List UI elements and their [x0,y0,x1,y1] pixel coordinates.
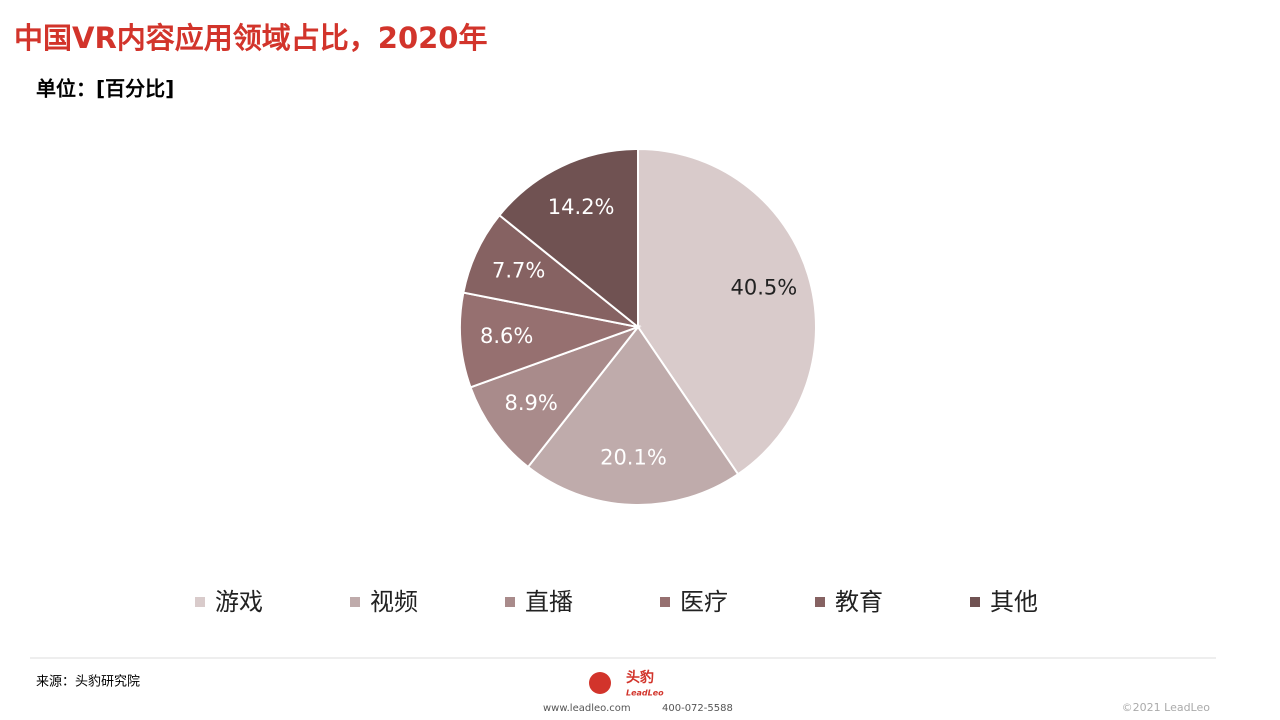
legend-swatch [195,597,205,607]
logo-text: 头豹 [626,669,654,686]
value-label: 20.1% [600,446,667,470]
legend-label: 游戏 [215,588,263,616]
pie-slice [498,147,639,330]
value-label: 7.7% [492,258,545,282]
value-label: 8.6% [480,324,533,348]
legend-label: 医疗 [680,588,728,616]
pie-slice [469,324,641,469]
chart-subtitle: 单位：[百分比] [36,77,174,101]
legend-label: 视频 [370,588,418,616]
legend-swatch [350,597,360,607]
legend-swatch [660,597,670,607]
pie-slice [637,147,817,476]
value-label: 40.5% [731,275,798,299]
chart-title: 中国VR内容应用领域占比，2020年 [14,21,488,55]
legend-swatch [505,597,515,607]
pie-slice [526,325,740,506]
legend-swatch [815,597,825,607]
legend-swatch [970,597,980,607]
logo-sub: LeadLeo [626,689,664,698]
legend-label: 其他 [990,588,1038,616]
source: 来源：头豹研究院 [36,675,140,690]
pie-slice [459,291,642,389]
legend-label: 教育 [835,588,883,616]
value-label: 14.2% [548,195,615,219]
copyright: ©2021 LeadLeo [1122,701,1211,714]
website: www.leadleo.com [543,703,631,714]
phone: 400-072-5588 [662,703,733,714]
value-label: 8.9% [505,391,558,415]
legend-label: 直播 [525,588,573,616]
logo-icon [589,672,611,694]
